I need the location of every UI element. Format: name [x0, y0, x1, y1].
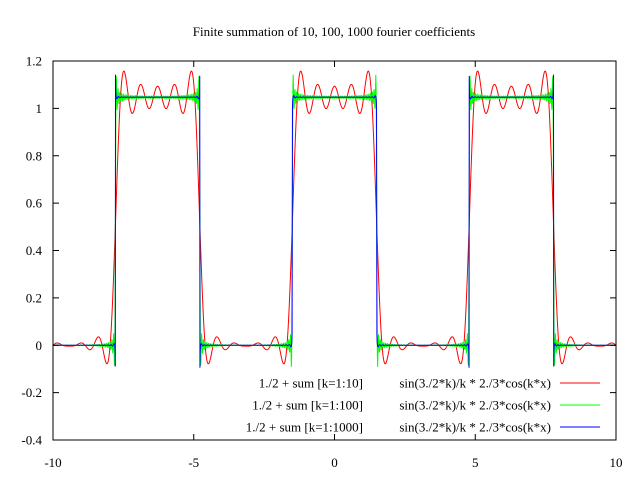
y-tick-label: -0.2	[21, 385, 42, 400]
y-tick-label: -0.4	[21, 433, 42, 448]
legend-expression: sin(3./2*k)/k * 2./3*cos(k*x)	[399, 376, 551, 391]
legend-expression: sin(3./2*k)/k * 2./3*cos(k*x)	[399, 398, 551, 413]
x-tick-label: 0	[331, 455, 338, 470]
series-line-1	[52, 70, 617, 365]
y-tick-label: 0.2	[26, 290, 42, 305]
series-layer	[52, 70, 617, 368]
legend: 1./2 + sum [k=1:10] sin(3./2*k)/k * 2./3*…	[246, 376, 600, 435]
y-tick-label: 1	[36, 101, 43, 116]
x-tick-label: 10	[610, 455, 623, 470]
axis-ticks: -10 -5 0 5 10 -0.4 -0.2 0 0.2 0.4 0.6 0.8 1 1.2	[21, 54, 622, 471]
x-tick-label: 5	[472, 455, 479, 470]
y-tick-label: 0.6	[26, 196, 43, 211]
legend-label: 1./2 + sum [k=1:1000]	[246, 420, 363, 435]
legend-expression: sin(3./2*k)/k * 2./3*cos(k*x)	[399, 420, 551, 435]
chart-title: Finite summation of 10, 100, 1000 fourie…	[193, 24, 475, 39]
x-tick-label: -5	[188, 455, 199, 470]
legend-label: 1./2 + sum [k=1:100]	[252, 398, 363, 413]
y-tick-label: 0	[36, 338, 43, 353]
x-tick-label: -10	[44, 455, 61, 470]
y-tick-label: 0.4	[26, 243, 43, 258]
series-line-2	[52, 74, 617, 368]
y-tick-label: 1.2	[26, 54, 42, 69]
legend-label: 1./2 + sum [k=1:10]	[259, 376, 363, 391]
y-tick-label: 0.8	[26, 148, 42, 163]
series-line-3	[52, 74, 617, 368]
